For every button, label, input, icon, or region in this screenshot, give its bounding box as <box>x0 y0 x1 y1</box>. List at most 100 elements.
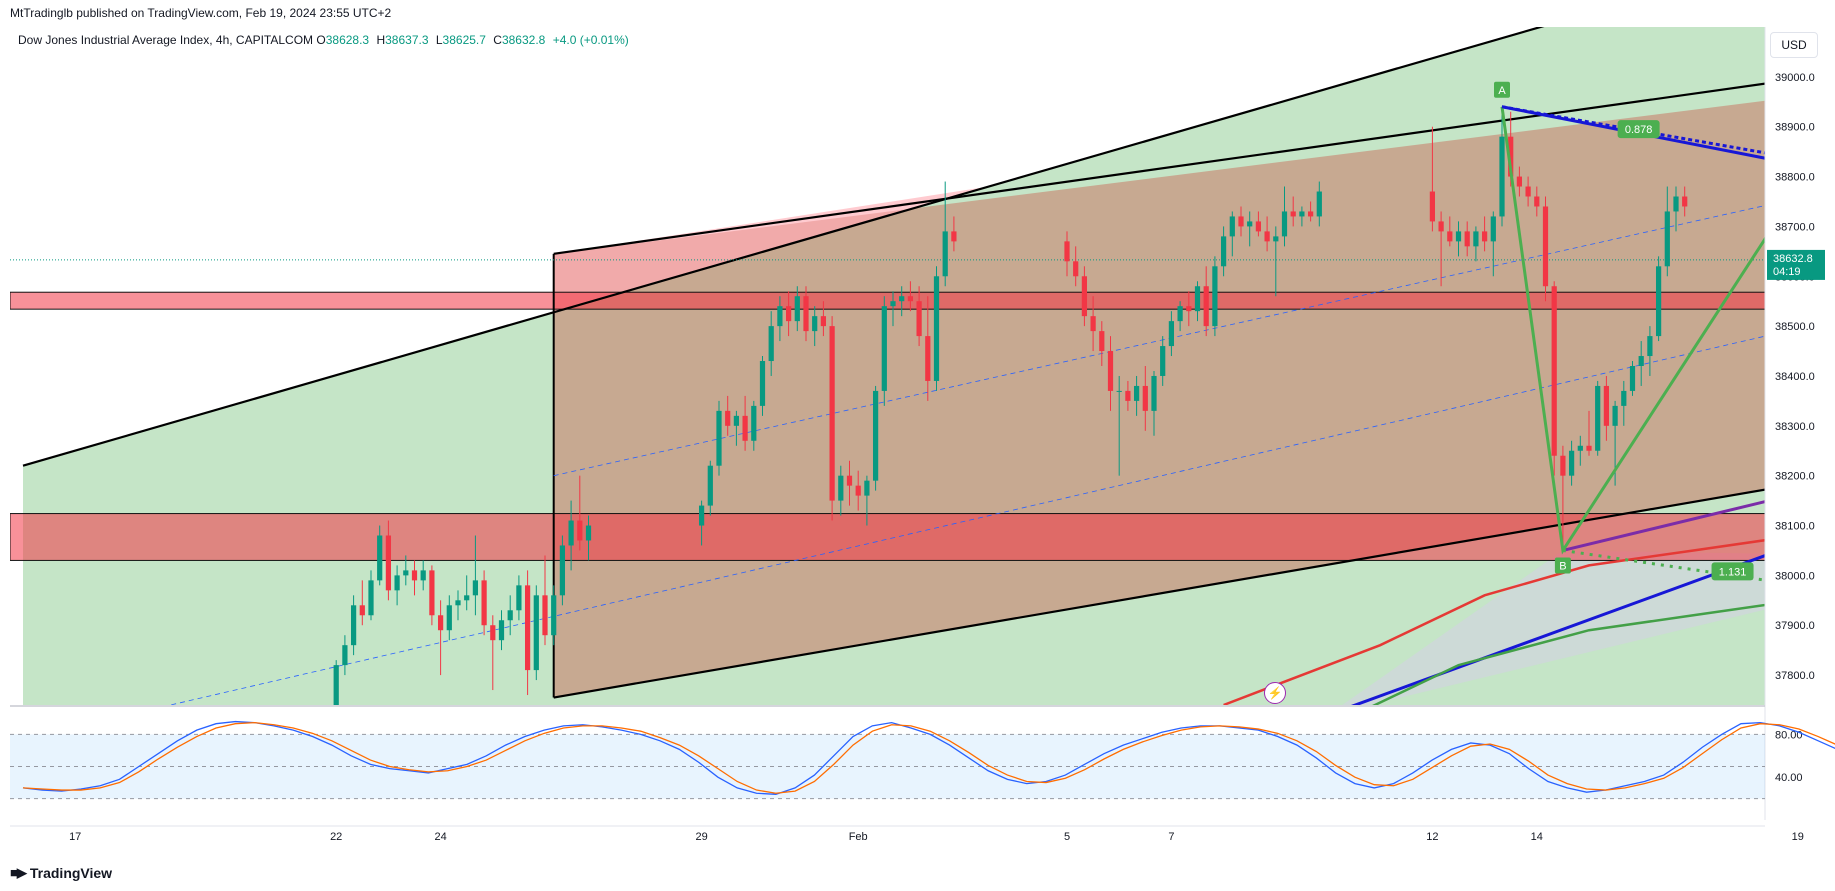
candle-body <box>507 610 513 621</box>
high-label: H <box>376 33 386 47</box>
candle-body <box>864 480 870 496</box>
candle-body <box>1438 221 1444 232</box>
candle-body <box>777 306 783 327</box>
candle-body <box>1481 231 1488 242</box>
candle-body <box>1073 261 1079 277</box>
candle-body <box>1664 211 1670 267</box>
candle-body <box>846 475 853 486</box>
pattern-point-badge <box>1807 137 1823 153</box>
ratio-badge-bd <box>1711 562 1754 581</box>
candle-body <box>1508 136 1514 177</box>
lightning-icon[interactable]: ⚡ <box>1264 682 1286 704</box>
candle-body <box>1064 241 1070 262</box>
candle-body <box>1586 445 1592 451</box>
ratio-label-bd: 1.131 <box>1719 566 1747 578</box>
stoch-tick-label: 40.00 <box>1775 772 1803 784</box>
candle-body <box>1247 221 1253 227</box>
tradingview-brand[interactable]: ■▶ TradingView <box>10 865 112 881</box>
candle-body <box>1525 186 1531 197</box>
high-value: 38637.3 <box>385 33 429 47</box>
ac-dotted-line <box>1501 105 1765 155</box>
candle-body <box>1168 321 1175 347</box>
candle-body <box>698 505 705 526</box>
candle-body <box>342 645 348 666</box>
candle-body <box>1229 216 1235 237</box>
candle-body <box>1081 276 1088 317</box>
candle-body <box>1186 306 1192 312</box>
candle-body <box>1629 366 1636 391</box>
candle-body <box>1203 286 1209 327</box>
candle-body <box>942 231 948 277</box>
open-value: 38628.3 <box>325 33 370 47</box>
last-price-label: 38632.8 <box>1773 253 1813 265</box>
candle-body <box>1595 385 1601 451</box>
candle-body <box>1673 196 1679 212</box>
stoch-series-line <box>22 720 1835 795</box>
candle-body <box>464 595 470 601</box>
purple-trend-line <box>1562 500 1765 552</box>
candle-body <box>1316 191 1322 217</box>
candle-body <box>1133 385 1140 401</box>
currency-button[interactable]: USD <box>1770 32 1818 58</box>
main-pane: ABCD0.8781.13139025.038830.038534.038356… <box>10 27 1823 705</box>
candle-body <box>1516 176 1523 187</box>
candle-body <box>812 316 818 332</box>
candle-body <box>1499 136 1505 217</box>
candle-body <box>472 580 479 596</box>
candle-body <box>716 410 722 466</box>
candle-body <box>1577 445 1583 451</box>
candle-body <box>1655 266 1662 337</box>
candle-body <box>1568 450 1575 476</box>
stoch-series-line <box>22 721 1835 794</box>
candle-body <box>707 465 713 506</box>
candle-body <box>377 535 383 581</box>
candle-body <box>933 276 940 381</box>
candle-body <box>1151 375 1157 411</box>
candle-body <box>1107 351 1114 391</box>
candle-body <box>820 316 827 327</box>
candle-body <box>524 585 531 671</box>
candle-body <box>411 570 418 581</box>
candle-body <box>420 570 426 581</box>
ratio-badge-ac <box>1617 120 1660 139</box>
candle-body <box>1464 231 1470 247</box>
candle-body <box>1534 196 1540 207</box>
upper-channel-line <box>22 27 1545 467</box>
price-tick-label: 38300.0 <box>1775 421 1815 433</box>
candle-body <box>1194 286 1201 312</box>
candle-body <box>1177 306 1183 322</box>
candle-body <box>742 415 748 441</box>
red-moving-average <box>1223 538 1765 705</box>
time-tick-label: 22 <box>330 831 342 843</box>
time-tick-label: 24 <box>434 831 446 843</box>
candle-body <box>1804 216 1809 217</box>
candle-body <box>803 296 809 332</box>
price-tick-label: 37800.0 <box>1775 670 1815 682</box>
candle-body <box>481 580 487 626</box>
stoch-tick-label: 80.00 <box>1775 729 1803 741</box>
pattern-point-label-B: B <box>1559 560 1566 572</box>
candle-body <box>1255 221 1262 232</box>
candle-body <box>429 570 435 616</box>
candle-body <box>585 525 592 541</box>
zone-resistance-zone <box>10 291 1765 310</box>
candle-body <box>1473 231 1479 247</box>
candle-body <box>1142 385 1148 411</box>
grey-wedge-fill <box>1342 550 1765 705</box>
candle-body <box>350 605 357 646</box>
candle-body <box>1099 331 1105 352</box>
candle-body <box>333 665 339 705</box>
publish-info: MtTradinglb published on TradingView.com… <box>10 6 392 20</box>
price-tick-label: 38500.0 <box>1775 321 1815 333</box>
low-value: 38625.7 <box>442 33 486 47</box>
candle-body <box>1455 231 1462 242</box>
symbol-legend[interactable]: Dow Jones Industrial Average Index, 4h, … <box>18 33 629 47</box>
time-tick-label: 14 <box>1531 831 1543 843</box>
candle-body <box>751 405 757 441</box>
candle-body <box>446 605 452 631</box>
price-tick-label: 38400.0 <box>1775 371 1815 383</box>
stoch-band-fill <box>10 734 1765 799</box>
candle-body <box>1307 211 1314 217</box>
candle-body <box>533 595 539 671</box>
